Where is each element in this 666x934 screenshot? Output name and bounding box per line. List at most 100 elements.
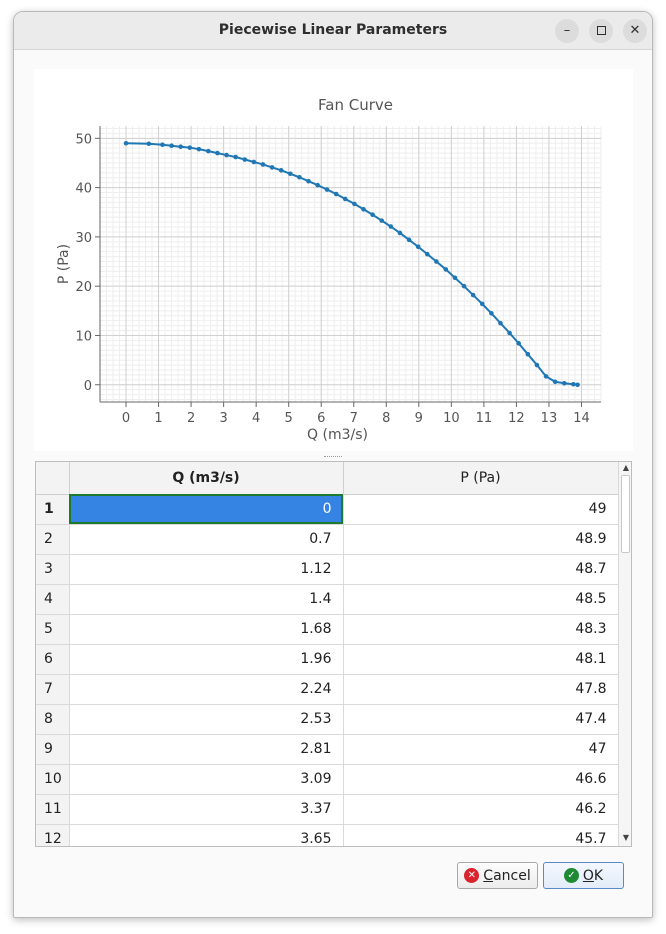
- row-header[interactable]: 8: [36, 704, 70, 735]
- data-point: [498, 320, 503, 326]
- data-point: [379, 218, 385, 223]
- cell-q[interactable]: 3.09: [69, 764, 344, 795]
- table: Q (m3/s) P (Pa) 1 0 49 2 0.7 48.9 3 1.12 48.7 4 1.…: [36, 462, 619, 846]
- x-tick-label: 14: [573, 411, 590, 426]
- cell-q[interactable]: 1.68: [69, 614, 344, 645]
- cell-p[interactable]: 47: [343, 734, 619, 765]
- parameters-table: Q (m3/s) P (Pa) 1 0 49 2 0.7 48.9 3 1.12 48.7 4 1.…: [35, 461, 632, 847]
- scroll-down-icon[interactable]: ▼: [622, 833, 630, 842]
- x-tick-label: 3: [219, 411, 227, 426]
- vertical-scrollbar[interactable]: ▲ ▼: [618, 462, 631, 846]
- ok-label: OK: [582, 867, 604, 884]
- data-point: [251, 159, 257, 165]
- table-row[interactable]: 3 1.12 48.7: [36, 554, 619, 585]
- table-row[interactable]: 2 0.7 48.9: [36, 524, 619, 555]
- maximize-button[interactable]: [589, 19, 613, 43]
- cell-q[interactable]: 3.65: [69, 824, 344, 846]
- table-row[interactable]: 4 1.4 48.5: [36, 584, 619, 615]
- table-row[interactable]: 10 3.09 46.6: [36, 764, 619, 795]
- cell-q[interactable]: 2.24: [69, 674, 344, 705]
- cell-p[interactable]: 48.3: [343, 614, 619, 645]
- cell-q[interactable]: 1.12: [69, 554, 344, 585]
- row-header[interactable]: 10: [36, 764, 70, 795]
- splitter-handle[interactable]: [324, 456, 342, 459]
- cell-p[interactable]: 48.7: [343, 554, 619, 585]
- row-header[interactable]: 4: [36, 584, 70, 615]
- data-point: [178, 144, 183, 149]
- data-point: [424, 251, 430, 257]
- cell-q[interactable]: 1.4: [69, 584, 344, 615]
- cell-q[interactable]: 2.81: [69, 734, 344, 765]
- x-tick-label: 13: [541, 411, 558, 426]
- data-point: [315, 182, 320, 188]
- cell-q[interactable]: 2.53: [69, 704, 344, 735]
- table-row[interactable]: 7 2.24 47.8: [36, 674, 619, 705]
- cell-p[interactable]: 48.9: [343, 524, 619, 555]
- table-row[interactable]: 9 2.81 47: [36, 734, 619, 765]
- cell-p[interactable]: 46.6: [343, 764, 619, 795]
- close-button[interactable]: ✕: [623, 19, 647, 43]
- data-point: [288, 171, 293, 177]
- data-point: [543, 374, 549, 379]
- data-point: [489, 310, 494, 316]
- row-header[interactable]: 2: [36, 524, 70, 555]
- row-header[interactable]: 1: [36, 494, 70, 525]
- data-point: [306, 178, 311, 184]
- cancel-icon: ✕: [464, 868, 480, 883]
- ok-button[interactable]: ✓ OK: [543, 862, 624, 889]
- data-point: [196, 146, 202, 152]
- scroll-thumb[interactable]: [621, 475, 630, 553]
- row-header[interactable]: 7: [36, 674, 70, 705]
- data-point: [215, 150, 220, 156]
- table-row[interactable]: 1 0 49: [36, 494, 619, 525]
- x-tick-label: 9: [415, 411, 423, 426]
- data-point: [452, 275, 458, 281]
- x-tick-label: 5: [285, 411, 293, 426]
- cancel-button[interactable]: ✕ Cancel: [457, 862, 538, 889]
- minimize-button[interactable]: –: [555, 19, 579, 43]
- y-tick-label: 50: [75, 132, 92, 147]
- row-header[interactable]: 6: [36, 644, 70, 675]
- corner-header[interactable]: [36, 462, 70, 495]
- cell-p[interactable]: 48.5: [343, 584, 619, 615]
- data-point: [507, 330, 512, 336]
- data-point: [552, 379, 558, 385]
- cell-q[interactable]: 1.96: [69, 644, 344, 675]
- cell-p[interactable]: 46.2: [343, 794, 619, 825]
- data-point: [146, 141, 152, 147]
- row-header[interactable]: 12: [36, 824, 70, 846]
- data-point: [278, 168, 284, 173]
- row-header[interactable]: 3: [36, 554, 70, 585]
- data-point: [187, 145, 193, 150]
- table-row[interactable]: 12 3.65 45.7: [36, 824, 619, 846]
- data-point: [397, 230, 403, 236]
- cell-p[interactable]: 47.8: [343, 674, 619, 705]
- table-row[interactable]: 11 3.37 46.2: [36, 794, 619, 825]
- data-point: [406, 237, 412, 243]
- y-axis-label: P (Pa): [56, 244, 72, 284]
- cell-p[interactable]: 47.4: [343, 704, 619, 735]
- row-header[interactable]: 11: [36, 794, 70, 825]
- data-point: [461, 283, 467, 289]
- row-header[interactable]: 5: [36, 614, 70, 645]
- y-tick-label: 30: [75, 231, 92, 246]
- x-tick-label: 0: [122, 411, 130, 426]
- data-point: [370, 212, 375, 218]
- row-header[interactable]: 9: [36, 734, 70, 765]
- x-tick-label: 1: [154, 411, 162, 426]
- table-row[interactable]: 5 1.68 48.3: [36, 614, 619, 645]
- column-header-p[interactable]: P (Pa): [343, 462, 619, 495]
- data-point: [443, 267, 449, 272]
- cell-p[interactable]: 45.7: [343, 824, 619, 846]
- cell-p[interactable]: 49: [343, 494, 619, 525]
- cell-q[interactable]: 0.7: [69, 524, 344, 555]
- title-bar[interactable]: Piecewise Linear Parameters – ✕: [14, 12, 652, 50]
- cell-p[interactable]: 48.1: [343, 644, 619, 675]
- data-point: [415, 244, 421, 250]
- scroll-up-icon[interactable]: ▲: [622, 463, 630, 472]
- cell-q[interactable]: 3.37: [69, 794, 344, 825]
- table-row[interactable]: 6 1.96 48.1: [36, 644, 619, 675]
- table-row[interactable]: 8 2.53 47.4: [36, 704, 619, 735]
- cell-q[interactable]: 0: [69, 494, 344, 525]
- column-header-q[interactable]: Q (m3/s): [69, 462, 344, 495]
